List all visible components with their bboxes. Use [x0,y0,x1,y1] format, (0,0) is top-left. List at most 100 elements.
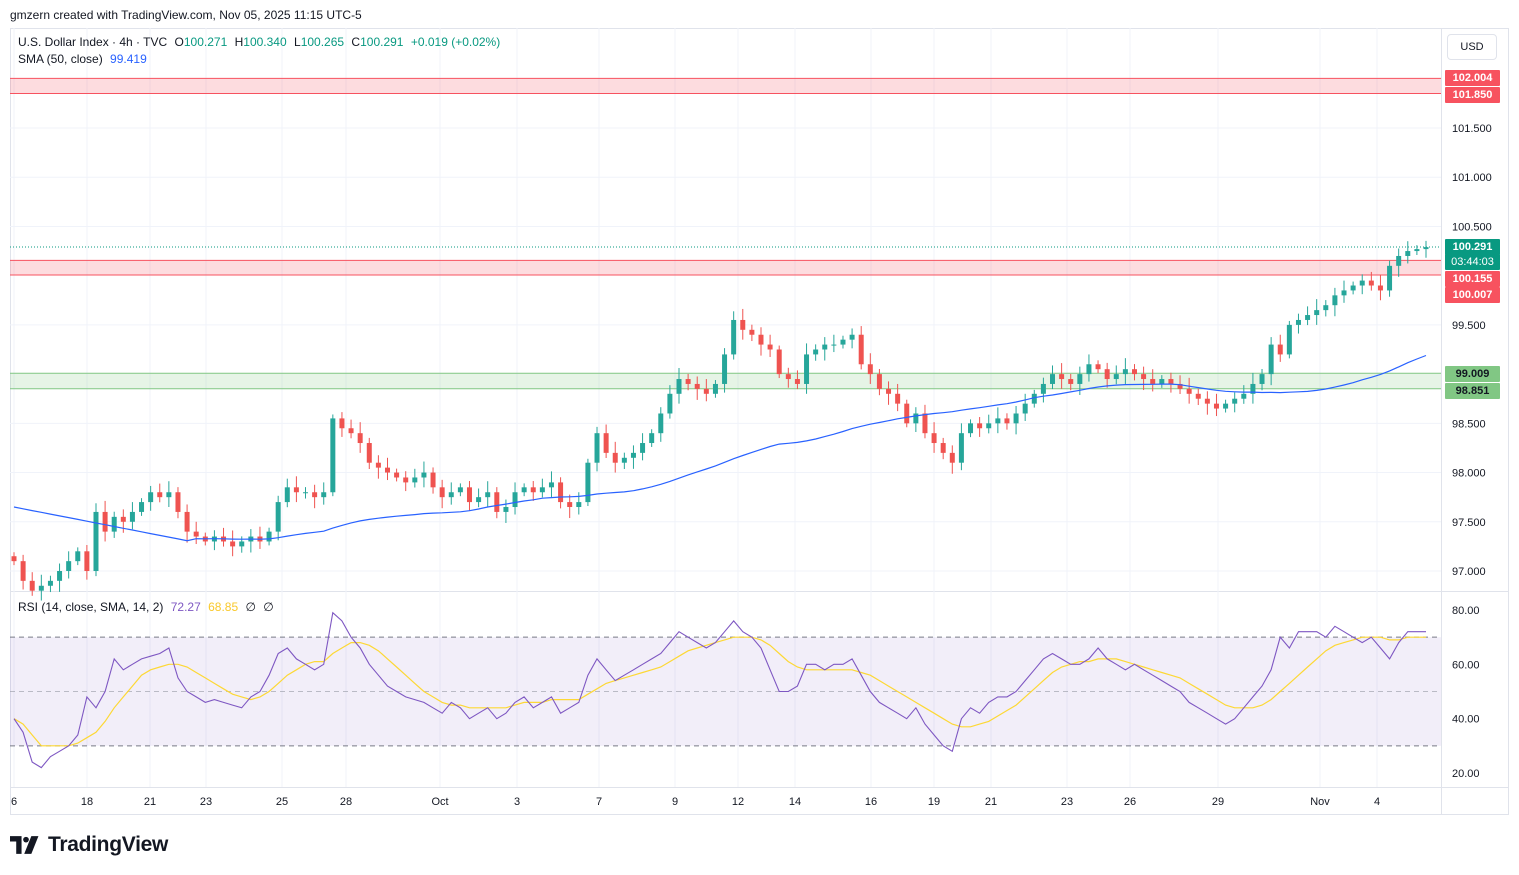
price-tick-label: 97.000 [1452,566,1486,578]
candle-body [1031,393,1037,404]
time-tick-label: 12 [732,796,744,808]
candle-body [1077,374,1083,384]
candle-body [193,531,199,537]
candle-body [886,388,892,394]
candle-body [1259,374,1265,384]
candle-body [1104,369,1110,380]
symbol-title[interactable]: U.S. Dollar Index · 4h · TVC [18,35,168,49]
candle-body [794,379,800,384]
candle-body [995,418,1001,424]
time-tick-label: 26 [1124,796,1136,808]
candle-body [1423,247,1429,250]
rsi-tick-label: 60.00 [1452,659,1480,671]
candle-body [348,428,354,434]
candle-body [712,383,718,394]
candle-body [448,492,454,498]
rsi-label[interactable]: RSI (14, close, SMA, 14, 2) [18,600,164,614]
ohlc-close-label: C [351,35,361,49]
zone-tag-102004: 102.004 [1445,70,1500,86]
sma-legend: SMA (50, close) 99.419 [18,52,151,66]
candle-body [722,354,728,384]
price-tick-label: 97.500 [1452,517,1486,529]
candle-body [1168,379,1174,384]
candle-body [11,556,17,562]
currency-selector[interactable]: USD [1447,34,1497,60]
candle-body [621,457,627,463]
candle-body [658,413,664,434]
candle-body [512,492,518,508]
rsi-legend: RSI (14, close, SMA, 14, 2) 72.27 68.85 … [18,600,278,614]
candle-body [1086,364,1092,375]
candle-body [120,516,126,522]
candle-body [403,477,409,483]
candle-body [977,423,983,429]
candle-body [1405,251,1411,256]
candle-body [1059,374,1065,380]
time-tick-label: 21 [985,796,997,808]
resistance-zone [10,78,1441,94]
rsi-line [13,611,1426,769]
rsi-extra-2: ∅ [263,600,274,614]
tradingview-logo-text: TradingView [48,833,169,856]
candle-body [858,334,864,365]
zone-tag-100155: 100.155 [1445,271,1500,287]
tradingview-logo[interactable]: TradingView [10,832,168,858]
candle-body [1177,383,1183,389]
candle-body [594,433,600,463]
candle-body [1341,290,1347,296]
candle-body [703,388,709,394]
candle-body [1368,280,1374,286]
time-tick-label: 6 [11,796,17,808]
candle-body [239,541,245,547]
tradingview-logo-icon [10,836,39,854]
rsi-tick-label: 80.00 [1452,605,1480,617]
candle-body [166,492,172,498]
candle-body [895,393,901,404]
resistance-zone [10,260,1441,275]
candle-body [1122,369,1128,375]
candle-body [66,561,72,571]
candle-body [129,511,135,522]
time-tick-label: 21 [144,796,156,808]
candle-body [731,319,737,355]
zone-tag-98851: 98.851 [1445,383,1500,399]
candle-body [1141,374,1147,380]
candle-body [1013,413,1019,424]
price-tick-label: 101.500 [1452,123,1492,135]
candle-body [1314,310,1320,316]
ohlc-open-label: O [174,35,184,49]
candle-body [931,433,937,444]
price-tick-label: 100.500 [1452,221,1492,233]
candle-body [494,492,500,512]
candle-body [576,502,582,508]
candle-body [913,413,919,424]
candle-body [293,487,299,493]
candle-body [1332,295,1338,306]
candle-body [439,487,445,498]
candle-body [603,433,609,453]
time-tick-label: Oct [431,796,448,808]
candle-body [1095,364,1101,370]
candle-body [840,339,846,345]
candle-body [1223,403,1229,409]
time-tick-label: 14 [789,796,801,808]
candle-body [384,467,390,473]
candle-body [430,472,436,488]
sma-label[interactable]: SMA (50, close) [18,52,103,66]
price-tick-label: 98.000 [1452,468,1486,480]
candle-body [366,443,372,463]
candle-body [20,561,26,581]
time-tick-label: 23 [200,796,212,808]
candle-body [1241,393,1247,399]
candle-body [1277,344,1283,355]
candle-body [1377,285,1383,291]
candle-body [694,383,700,389]
created-by-header: gmzern created with TradingView.com, Nov… [10,8,362,22]
time-tick-label: 23 [1061,796,1073,808]
candle-body [940,443,946,453]
candle-body [667,393,673,414]
countdown-tag: 03:44:03 [1445,254,1500,270]
ohlc-close: 100.291 [360,35,404,49]
ohlc-change: +0.019 (+0.02%) [410,35,501,49]
